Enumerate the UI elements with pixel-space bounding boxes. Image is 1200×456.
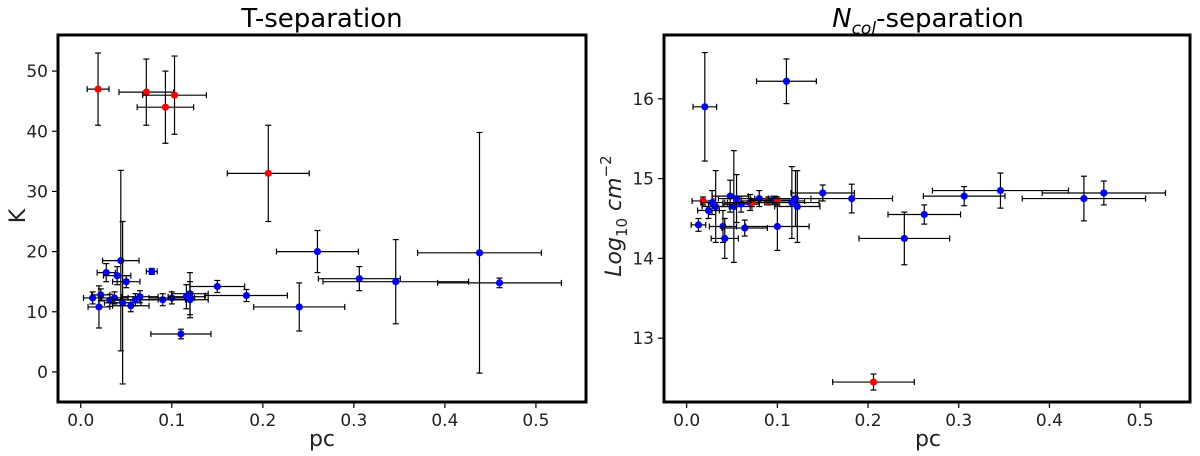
data-point: [242, 291, 251, 300]
data-point: [159, 296, 167, 304]
x-tick-label: 0.4: [431, 411, 458, 431]
y-tick-label: 20: [26, 243, 48, 263]
data-point: [136, 293, 144, 301]
x-tick-label: 0.3: [340, 411, 367, 431]
plot-frame: [56, 33, 588, 404]
data-point: [701, 103, 709, 111]
title-rest: -separation: [876, 4, 1024, 34]
data-point: [97, 291, 105, 299]
data-point: [920, 210, 928, 219]
x-tick-label: 0.0: [67, 411, 94, 431]
plot-frame: [662, 33, 1192, 404]
data-point: [694, 221, 703, 229]
plot-area: 0.0 0.1 0.2 0.3 0.4 0.5 0 10 20 30 40 50: [26, 52, 563, 431]
y-tick-label: 13: [632, 329, 654, 349]
y-axis-label: K: [6, 208, 31, 223]
data-point: [848, 194, 856, 203]
y-tick-label: 16: [632, 90, 654, 110]
title-main: N: [832, 4, 851, 34]
x-tick-label: 0.0: [673, 411, 700, 431]
x-tick-label: 0.5: [522, 411, 549, 431]
data-point: [95, 303, 103, 311]
plot-area: 0.0 0.1 0.2 0.3 0.4 0.5 13 14 15 16: [632, 51, 1167, 431]
data-point: [721, 234, 729, 243]
ylabel-main: Log: [602, 237, 627, 277]
ylabel-superscript: −2: [597, 155, 615, 177]
data-point: [295, 303, 303, 311]
data-point: [148, 267, 156, 276]
data-point: [161, 103, 170, 111]
data-point: [117, 257, 125, 265]
x-tick-label: 0.4: [1036, 411, 1063, 431]
x-tick-label: 0.5: [1127, 411, 1154, 431]
y-tick-label: 10: [26, 303, 48, 323]
chart-title: T-separation: [240, 4, 402, 34]
panel-t-separation: T-separation pc K 0.0 0.1 0.2 0.3 0.4 0.5 0 10 2…: [6, 4, 588, 452]
data-point: [122, 278, 130, 286]
data-point: [110, 294, 119, 302]
data-point: [119, 299, 127, 307]
data-point: [113, 272, 121, 280]
data-point: [186, 296, 194, 304]
data-point: [102, 269, 110, 277]
x-tick-label: 0.2: [855, 411, 882, 431]
data-point: [782, 77, 791, 85]
y-tick-label: 30: [26, 182, 48, 202]
data-point: [869, 378, 878, 386]
data-point: [392, 278, 400, 286]
data-point: [704, 206, 713, 215]
data-point: [475, 249, 484, 257]
x-tick-label: 0.3: [945, 411, 972, 431]
ylabel-rest: cm: [602, 177, 627, 218]
data-point: [960, 192, 968, 200]
data-point: [313, 247, 322, 256]
data-point: [88, 294, 97, 302]
y-tick-label: 14: [632, 249, 654, 269]
data-point: [900, 234, 908, 243]
y-tick-label: 0: [37, 363, 48, 383]
x-tick-label: 0.1: [158, 411, 185, 431]
data-point: [996, 186, 1005, 195]
data-point: [94, 85, 102, 93]
data-point: [791, 194, 800, 203]
data-point: [142, 88, 150, 96]
y-axis-label: Log10 cm−2: [597, 155, 631, 276]
y-tick-label: 40: [26, 122, 48, 142]
data-point: [495, 279, 504, 287]
y-tick-label: 50: [26, 62, 48, 82]
data-point: [1080, 194, 1088, 203]
x-axis-label: pc: [915, 427, 941, 452]
chart-title: Ncol-separation: [832, 4, 1024, 39]
data-point: [213, 282, 221, 291]
data-point: [773, 222, 781, 231]
data-point: [741, 224, 749, 232]
data-point: [355, 275, 363, 283]
data-point: [177, 330, 185, 338]
x-tick-label: 0.1: [764, 411, 791, 431]
ylabel-subscript: 10: [613, 218, 631, 237]
data-point: [819, 189, 827, 197]
data-point: [127, 302, 135, 310]
x-tick-label: 0.2: [249, 411, 276, 431]
data-point: [699, 197, 707, 205]
data-point: [793, 202, 801, 211]
x-axis-label: pc: [309, 427, 335, 452]
data-point: [719, 222, 727, 231]
y-tick-label: 15: [632, 170, 654, 190]
panel-ncol-separation: Ncol-separation pc Log10 cm−2 0.0 0.1 0.2 0…: [597, 4, 1192, 452]
data-point: [170, 91, 179, 99]
data-point: [1100, 189, 1108, 197]
data-point: [264, 169, 272, 177]
